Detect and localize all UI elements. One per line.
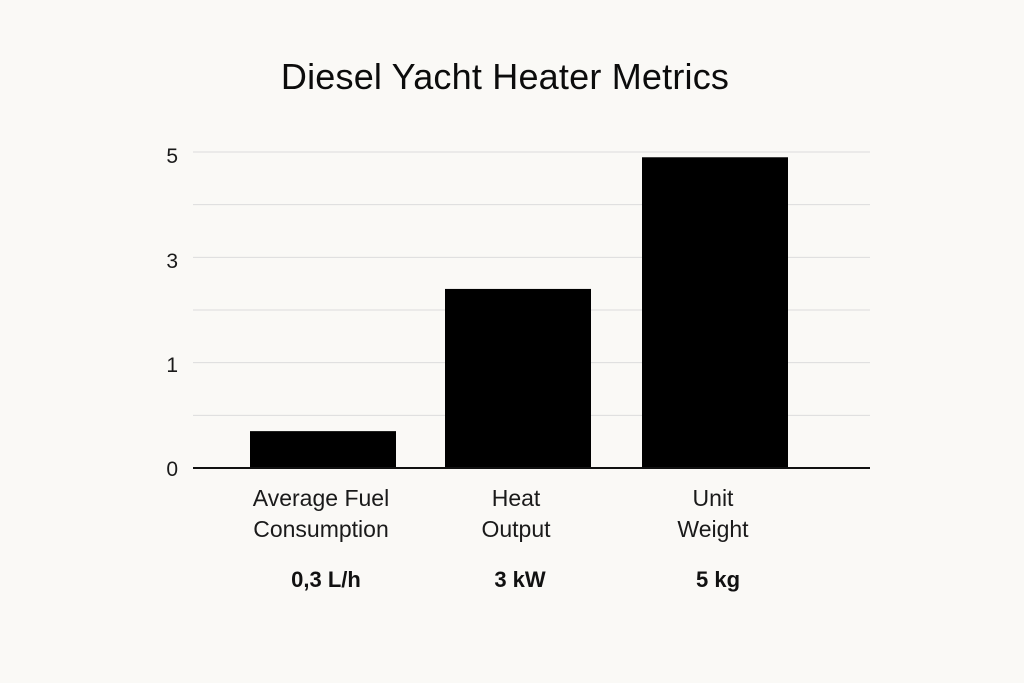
y-tick-label: 1	[166, 354, 178, 377]
bar	[445, 288, 591, 468]
category-label: Average Fuel	[253, 485, 389, 511]
bar	[642, 157, 788, 468]
category-label: Heat	[492, 485, 541, 511]
y-tick-label: 3	[166, 250, 178, 273]
chart-title: Diesel Yacht Heater Metrics	[280, 56, 730, 97]
data-label: 0,3 L/h	[291, 567, 361, 592]
data-label: 3 kW	[494, 567, 546, 592]
data-label: 5 kg	[696, 567, 740, 592]
y-tick-label: 0	[166, 458, 178, 481]
y-tick-label: 5	[166, 145, 178, 168]
category-label: Consumption	[253, 516, 389, 542]
bar	[250, 431, 396, 468]
category-label: Weight	[677, 516, 749, 542]
category-label: Output	[481, 516, 551, 542]
category-label: Unit	[693, 485, 735, 511]
